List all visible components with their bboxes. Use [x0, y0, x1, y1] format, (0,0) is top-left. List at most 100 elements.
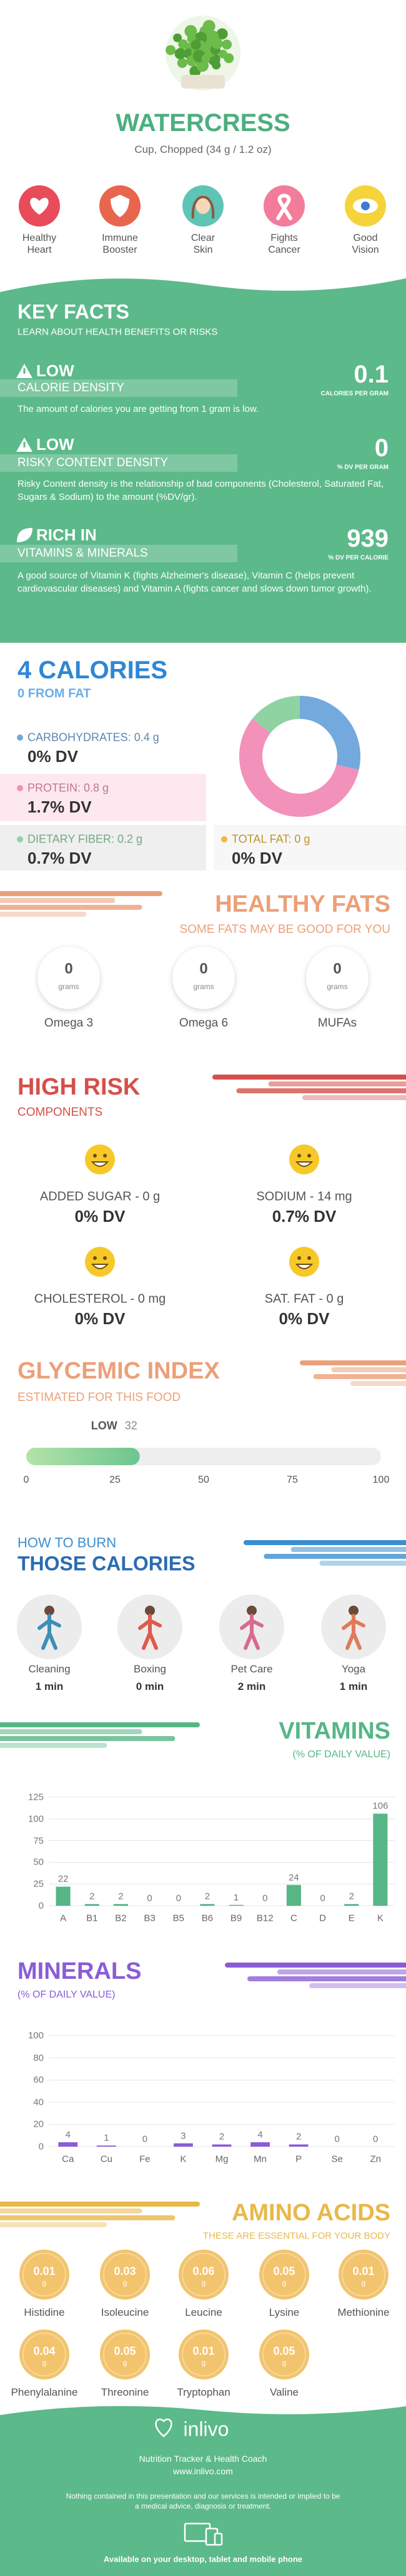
- fat-name: Omega 3: [44, 1017, 94, 1030]
- amino-name: Valine: [270, 2386, 299, 2399]
- key-facts-bg: [0, 278, 406, 643]
- value-label: 2: [118, 1891, 124, 1902]
- plant-leaf: [212, 61, 221, 70]
- x-tick-label: Zn: [370, 2154, 381, 2165]
- amino-ring: [22, 2333, 66, 2376]
- x-tick-label: 0: [23, 1474, 29, 1485]
- section-subtitle: (% OF DAILY VALUE): [17, 1989, 116, 2000]
- plant-leaf: [173, 33, 182, 42]
- emoji-eye: [93, 1154, 97, 1158]
- fat-amount: 0: [199, 960, 208, 978]
- fat-unit: grams: [58, 982, 79, 992]
- icon-ribbon: [276, 193, 292, 220]
- benefit-label: Fights Cancer: [268, 233, 300, 255]
- amino-name: Leucine: [185, 2306, 222, 2319]
- activity-name: Pet Care: [230, 1663, 273, 1676]
- benefit-label: Healthy Heart: [22, 233, 57, 255]
- fact-value: 0.1: [354, 361, 389, 388]
- bar: [96, 2145, 116, 2147]
- fat-unit: grams: [193, 982, 214, 992]
- footer-bg: [0, 2406, 406, 2576]
- amino-unit: g: [282, 2278, 287, 2288]
- x-tick-label: B12: [256, 1913, 274, 1924]
- value-label: 0: [176, 1893, 181, 1904]
- amino-unit: g: [122, 2278, 127, 2288]
- legend-dot: [17, 836, 23, 842]
- bar: [113, 1904, 128, 1906]
- decor-stripe: [268, 1081, 406, 1086]
- x-tick-label: B5: [172, 1913, 184, 1924]
- amino-circle: [179, 2330, 229, 2379]
- fact-level: LOW: [36, 435, 74, 454]
- decor-stripe: [313, 1374, 406, 1379]
- x-tick-label: Mn: [254, 2154, 267, 2165]
- x-tick-label: B3: [144, 1913, 156, 1924]
- amino-name: Histidine: [24, 2306, 65, 2319]
- bar: [212, 2144, 232, 2147]
- bar: [58, 2142, 78, 2147]
- figure-head: [247, 1606, 257, 1616]
- section-title: KEY FACTS: [17, 300, 129, 323]
- plant-leaf: [216, 28, 228, 40]
- amino-amount: 0.01: [192, 2344, 215, 2358]
- bar: [289, 2144, 309, 2147]
- amino-circle: [259, 2250, 309, 2300]
- decor-stripe: [0, 905, 142, 910]
- x-tick-label: A: [60, 1913, 67, 1924]
- risk-label: ADDED SUGAR - 0 g: [39, 1189, 161, 1204]
- decor-stripe: [0, 1722, 200, 1727]
- amino-ring: [182, 2333, 225, 2376]
- decor-stripe: [236, 1088, 406, 1093]
- device-phone: [214, 2532, 223, 2546]
- plant-leaf: [206, 30, 219, 43]
- figure-body: [37, 1614, 61, 1650]
- value-label: 0: [142, 2134, 148, 2145]
- activity-name: Yoga: [341, 1663, 366, 1676]
- x-tick-label: P: [295, 2154, 302, 2165]
- value-label: 4: [65, 2129, 71, 2140]
- section-subtitle: THESE ARE ESSENTIAL FOR YOUR BODY: [202, 2230, 390, 2242]
- donut-slice: [252, 695, 300, 733]
- x-tick-label: C: [290, 1913, 297, 1924]
- value-label: 0: [334, 2134, 340, 2145]
- fact-band: [0, 379, 237, 397]
- value-label: 2: [349, 1891, 354, 1902]
- amino-amount: 0.05: [114, 2344, 136, 2358]
- amino-ring: [262, 2333, 306, 2376]
- fat-name: MUFAs: [317, 1017, 357, 1030]
- activity-name: Cleaning: [28, 1663, 71, 1676]
- section-subtitle: THOSE CALORIES: [17, 1552, 196, 1575]
- risk-label: SODIUM - 14 mg: [256, 1189, 352, 1204]
- activity-time: 0 min: [136, 1681, 164, 1693]
- x-tick-label: 75: [287, 1474, 298, 1485]
- tagline: Nutrition Tracker & Health Coach: [139, 2453, 267, 2464]
- decor-stripe: [212, 1075, 406, 1080]
- value-label: 2: [219, 2131, 225, 2142]
- x-tick-label: 100: [372, 1474, 390, 1485]
- decor-stripe: [0, 1736, 176, 1741]
- y-tick-label: 25: [33, 1878, 44, 1890]
- benefit-label: Good Vision: [352, 233, 379, 255]
- title: WATERCRESS: [116, 109, 290, 137]
- amino-ring: [342, 2253, 385, 2296]
- x-tick-label: B1: [86, 1913, 98, 1924]
- brand: inlivo: [183, 2417, 229, 2441]
- decor-stripe: [0, 912, 87, 917]
- value-label: 0: [147, 1893, 152, 1904]
- amino-amount: 0.06: [192, 2265, 215, 2278]
- x-tick-label: Ca: [62, 2154, 74, 2165]
- x-tick-label: E: [348, 1913, 355, 1924]
- macro-band: [0, 774, 206, 821]
- section-title: VITAMINS: [279, 1718, 390, 1745]
- value-label: 0: [373, 2134, 379, 2145]
- risk-dv: 0% DV: [279, 1309, 330, 1329]
- emoji-eye: [103, 1154, 107, 1158]
- legend-dot: [17, 785, 23, 791]
- macro-band: [0, 825, 206, 871]
- value-label: 0: [320, 1893, 325, 1904]
- amino-ring: [103, 2333, 147, 2376]
- y-tick-label: 60: [33, 2074, 44, 2086]
- icon-face: [196, 195, 210, 214]
- macro-label: PROTEIN: 0.8 g: [27, 781, 109, 794]
- section-subtitle: LEARN ABOUT HEALTH BENEFITS OR RISKS: [17, 326, 218, 338]
